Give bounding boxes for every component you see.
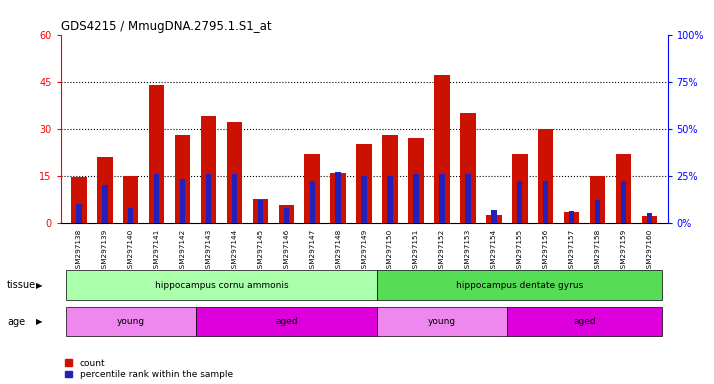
Bar — [512, 154, 528, 223]
Text: hippocampus dentate gyrus: hippocampus dentate gyrus — [456, 281, 583, 290]
Bar — [331, 172, 346, 223]
Bar — [128, 208, 134, 223]
Bar — [642, 217, 657, 223]
Bar — [413, 174, 418, 223]
Text: ▶: ▶ — [36, 317, 42, 326]
Bar — [647, 214, 652, 223]
Bar — [310, 181, 315, 223]
Bar — [232, 174, 237, 223]
Bar — [564, 212, 579, 223]
Text: GDS4215 / MmugDNA.2795.1.S1_at: GDS4215 / MmugDNA.2795.1.S1_at — [61, 20, 271, 33]
Bar — [382, 135, 398, 223]
Bar — [278, 205, 294, 223]
Bar — [283, 208, 289, 223]
Bar — [361, 176, 367, 223]
Bar — [434, 75, 450, 223]
Bar — [356, 144, 372, 223]
Bar — [538, 129, 553, 223]
Bar — [149, 85, 164, 223]
Text: tissue: tissue — [7, 280, 36, 290]
Text: young: young — [116, 317, 145, 326]
Bar — [408, 138, 424, 223]
Legend: count, percentile rank within the sample: count, percentile rank within the sample — [65, 359, 233, 379]
Bar — [201, 116, 216, 223]
Bar — [491, 210, 496, 223]
Bar — [175, 135, 191, 223]
Bar — [206, 174, 211, 223]
Text: age: age — [7, 316, 25, 327]
Bar — [595, 200, 600, 223]
Bar — [465, 174, 471, 223]
Bar — [226, 122, 242, 223]
Bar — [258, 200, 263, 223]
Bar — [123, 176, 139, 223]
Text: hippocampus cornu ammonis: hippocampus cornu ammonis — [155, 281, 288, 290]
Bar — [620, 181, 626, 223]
Bar — [336, 172, 341, 223]
Bar — [460, 113, 476, 223]
Bar — [66, 270, 377, 300]
Bar — [377, 270, 663, 300]
Bar — [304, 154, 320, 223]
Text: young: young — [428, 317, 456, 326]
Bar — [71, 177, 86, 223]
Bar — [388, 176, 393, 223]
Bar — [590, 176, 605, 223]
Bar — [377, 307, 507, 336]
Bar — [102, 185, 108, 223]
Bar — [253, 199, 268, 223]
Bar — [507, 307, 663, 336]
Bar — [439, 174, 445, 223]
Text: aged: aged — [573, 317, 596, 326]
Bar — [517, 181, 523, 223]
Bar — [180, 179, 186, 223]
Bar — [66, 307, 196, 336]
Bar — [615, 154, 631, 223]
Bar — [196, 307, 377, 336]
Bar — [76, 204, 81, 223]
Bar — [97, 157, 113, 223]
Bar — [543, 181, 548, 223]
Bar — [569, 212, 574, 223]
Bar — [486, 215, 502, 223]
Bar — [154, 174, 159, 223]
Text: ▶: ▶ — [36, 281, 42, 290]
Text: aged: aged — [275, 317, 298, 326]
